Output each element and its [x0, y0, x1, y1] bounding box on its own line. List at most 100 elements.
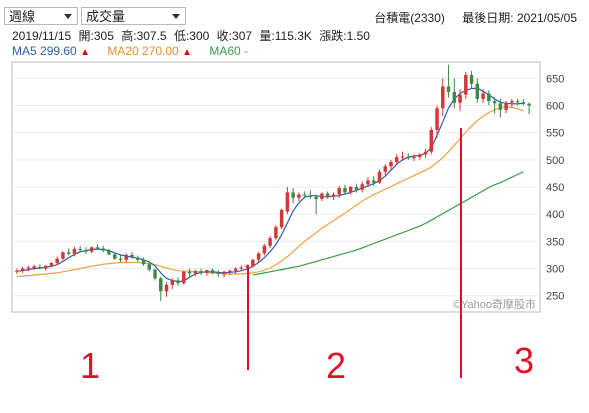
high-value: 307.5: [136, 29, 167, 43]
candle: [418, 153, 422, 160]
ma-legend: MA5 299.60 ▲ MA20 270.00 ▲ MA60 -: [12, 44, 262, 58]
candle-body: [371, 180, 376, 183]
indicator-select[interactable]: 成交量: [81, 7, 186, 25]
candle-body: [320, 193, 324, 199]
candle-body: [325, 193, 330, 197]
candle-body: [510, 101, 514, 103]
info-high: 高:307.5: [121, 29, 166, 43]
candle: [331, 192, 336, 201]
candle: [43, 265, 48, 271]
info-volume: 量:115.3K: [259, 29, 312, 43]
candle-body: [418, 154, 422, 158]
open-label: 開:: [78, 29, 94, 43]
info-date: 2019/11/15: [12, 29, 72, 43]
change-value: 1.50: [346, 29, 370, 43]
candle-body: [268, 238, 272, 246]
candle: [262, 244, 267, 256]
candle-body: [400, 156, 405, 158]
candle-body: [153, 269, 157, 279]
ma5-legend: MA5 299.60 ▲: [12, 44, 93, 58]
candle: [481, 89, 485, 103]
candle-body: [118, 258, 123, 260]
candle: [274, 225, 278, 241]
candle: [429, 127, 434, 155]
candle-body: [446, 86, 451, 92]
candle-body: [49, 263, 54, 266]
candle-body: [435, 108, 439, 130]
candle: [84, 247, 88, 254]
candle-body: [251, 259, 255, 266]
ohlc-info: 2019/11/15 開:305 高:307.5 低:300 收:307 量:1…: [12, 27, 374, 44]
last-date-label: 最後日期:: [462, 11, 514, 25]
candle: [302, 191, 307, 198]
candle: [285, 187, 290, 215]
last-date: 最後日期: 2021/05/05: [462, 11, 577, 25]
candle-body: [412, 157, 416, 159]
candle: [308, 190, 313, 199]
candle: [176, 277, 180, 286]
y-tick-label: 250: [546, 291, 564, 303]
ma5-up-arrow-icon: ▲: [80, 47, 90, 58]
candle: [141, 257, 146, 266]
candle: [118, 255, 123, 262]
candle-body: [187, 271, 192, 274]
ma60-line: [252, 171, 524, 276]
header-info: 台積電(2330) 最後日期: 2021/05/05: [360, 9, 577, 26]
info-open: 開:305: [79, 29, 114, 43]
candle-body: [101, 248, 105, 251]
candle: [515, 98, 520, 106]
candle: [136, 255, 140, 262]
candle: [337, 185, 341, 198]
candle: [354, 183, 359, 193]
candle-body: [55, 258, 59, 264]
candle-body: [337, 188, 341, 195]
grid-lines: [12, 77, 540, 297]
candle-body: [458, 94, 462, 103]
change-label: 漲跌:: [319, 29, 347, 43]
candle: [159, 276, 163, 302]
candle: [15, 268, 19, 274]
candle: [521, 98, 526, 106]
candle-body: [66, 252, 71, 254]
candle: [383, 164, 387, 176]
candle-body: [481, 93, 485, 99]
annotation-label: 2: [326, 345, 347, 386]
annotation-label: 1: [80, 345, 101, 386]
ma60-legend: MA60 -: [209, 44, 248, 58]
y-tick-label: 450: [546, 182, 564, 194]
watermark: ©Yahoo奇摩股市: [453, 297, 536, 311]
candle-body: [464, 75, 468, 95]
candle-body: [228, 270, 232, 272]
candle: [32, 264, 36, 271]
candle: [187, 268, 192, 277]
candle: [527, 102, 531, 115]
ma5-line: [16, 87, 524, 283]
candle: [412, 154, 416, 161]
candle: [153, 268, 157, 281]
candle: [239, 265, 244, 271]
y-tick-label: 500: [546, 155, 564, 167]
close-value: 307: [232, 29, 253, 43]
candle: [147, 262, 151, 272]
ma20-value: 270.00: [142, 44, 179, 58]
candle-body: [130, 254, 134, 258]
period-select[interactable]: 週線: [4, 7, 78, 25]
candle-body: [354, 187, 359, 190]
low-label: 低:: [173, 29, 190, 43]
close-label: 收:: [216, 29, 233, 43]
candle-body: [279, 209, 284, 228]
candle: [366, 177, 370, 187]
candle: [89, 246, 94, 254]
candle-body: [136, 257, 140, 260]
candle-body: [423, 151, 428, 155]
y-tick-label: 550: [546, 128, 564, 140]
candle-body: [469, 75, 474, 84]
candle-body: [216, 272, 221, 274]
candle-body: [452, 91, 457, 103]
candle-body: [89, 247, 94, 252]
candle: [170, 278, 175, 290]
candle-body: [176, 280, 180, 284]
y-tick-label: 350: [546, 236, 564, 248]
candle-body: [256, 253, 261, 260]
